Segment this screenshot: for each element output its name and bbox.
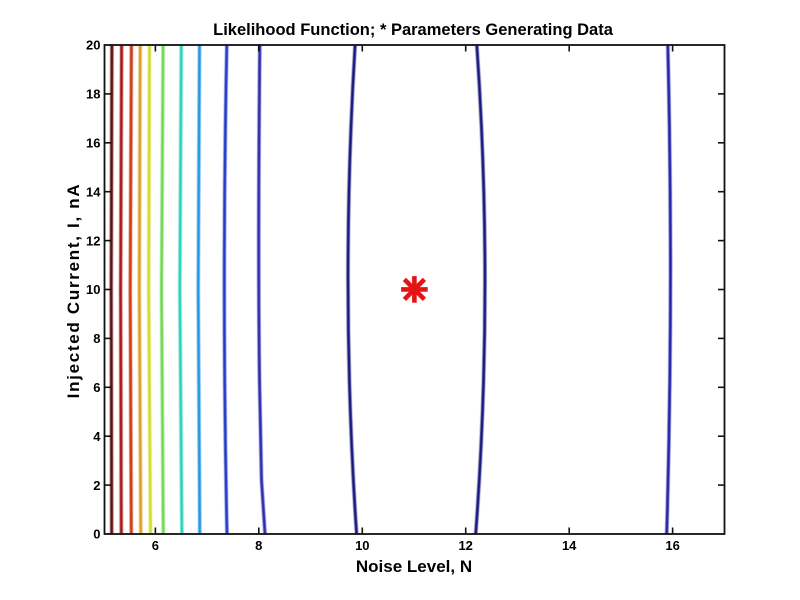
svg-text:4: 4	[93, 429, 101, 444]
svg-text:14: 14	[86, 184, 101, 199]
svg-text:0: 0	[93, 527, 100, 542]
svg-text:2: 2	[93, 478, 100, 493]
svg-text:12: 12	[86, 233, 100, 248]
svg-text:8: 8	[255, 538, 262, 553]
svg-text:16: 16	[86, 136, 100, 151]
svg-text:16: 16	[665, 538, 679, 553]
svg-text:6: 6	[152, 538, 159, 553]
svg-text:10: 10	[355, 538, 369, 553]
svg-text:6: 6	[93, 380, 100, 395]
svg-text:Injected Current, I, nA: Injected Current, I, nA	[64, 183, 83, 399]
svg-text:18: 18	[86, 87, 100, 102]
svg-text:8: 8	[93, 331, 100, 346]
svg-text:14: 14	[562, 538, 577, 553]
svg-text:12: 12	[458, 538, 472, 553]
svg-text:10: 10	[86, 282, 100, 297]
svg-text:Noise Level, N: Noise Level, N	[356, 557, 472, 576]
svg-text:Likelihood Function; * Paramet: Likelihood Function; * Parameters Genera…	[213, 21, 614, 39]
svg-text:20: 20	[86, 38, 100, 53]
